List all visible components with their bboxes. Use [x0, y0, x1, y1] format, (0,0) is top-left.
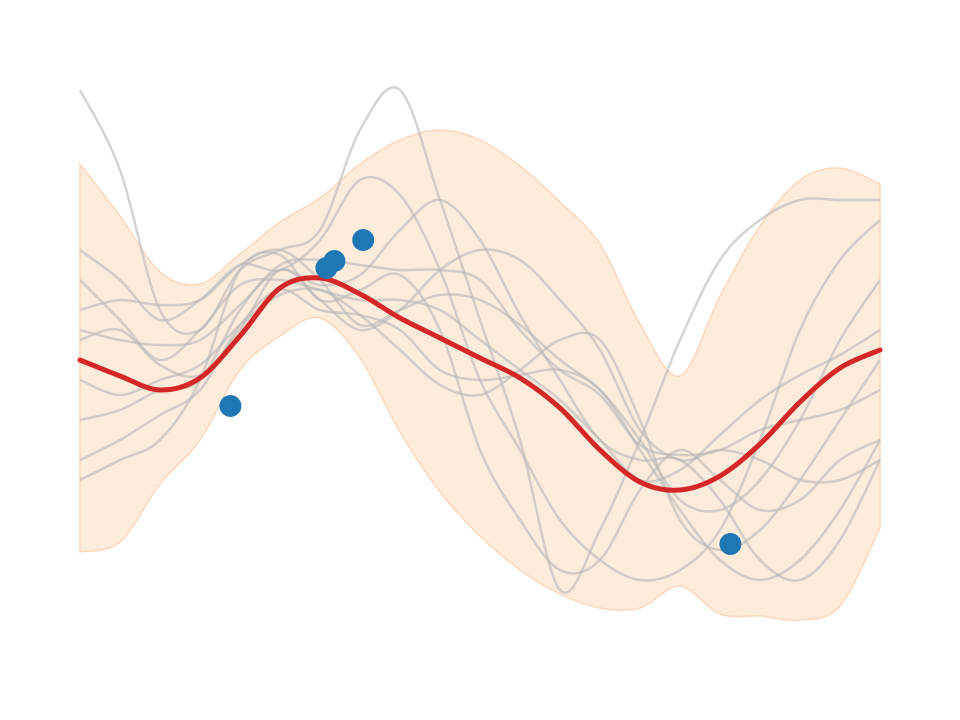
- posterior-mean-line: [77, 275, 883, 493]
- confidence-band: [79, 129, 881, 622]
- plot-area: [77, 86, 883, 622]
- observation-point-3: [323, 250, 346, 272]
- sample-line-3: [79, 250, 881, 575]
- sample-line-5: [79, 258, 881, 457]
- sample-line-9: [79, 287, 882, 552]
- sample-line-10: [79, 277, 881, 483]
- observation-point-5: [719, 533, 742, 555]
- observation-point-4: [352, 229, 375, 251]
- observation-point-1: [219, 395, 242, 417]
- sample-line-4: [79, 248, 882, 513]
- sample-line-6: [79, 198, 882, 582]
- observations: [219, 229, 742, 555]
